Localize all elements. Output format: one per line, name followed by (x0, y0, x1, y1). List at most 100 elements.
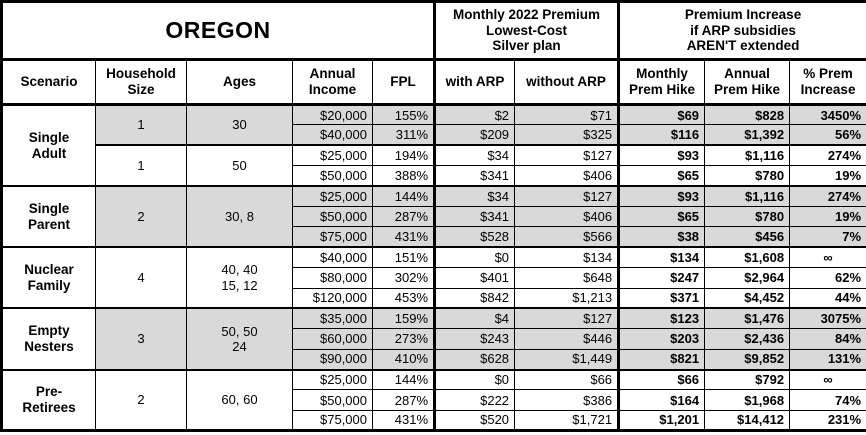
fpl-cell: 302% (371, 267, 436, 289)
with-arp-cell: $842 (433, 287, 516, 309)
annual-hike-cell: $9,852 (704, 348, 791, 371)
with-arp-cell: $209 (433, 124, 516, 146)
fpl-cell: 144% (371, 185, 436, 207)
fpl-cell: 287% (371, 205, 436, 228)
fpl-cell: 273% (371, 328, 436, 350)
monthly-hike-cell: $93 (617, 144, 706, 167)
monthly-hike-cell: $1,201 (617, 409, 706, 432)
income-cell: $50,000 (292, 165, 373, 187)
monthly-hike-cell: $123 (617, 307, 706, 330)
with-arp-cell: $243 (433, 328, 516, 350)
without-arp-cell: $325 (514, 124, 620, 146)
with-arp-cell: $2 (433, 103, 516, 126)
fpl-cell: 159% (371, 307, 436, 330)
annual-hike-cell: $2,964 (704, 267, 791, 289)
annual-hike-cell: $2,436 (704, 328, 791, 350)
col-header-with-arp: with ARP (433, 59, 516, 106)
fpl-cell: 144% (371, 368, 436, 391)
table-row: $90,000 410% $628 $1,449 $821 $9,852 131… (2, 348, 866, 371)
scenario-cell: Single Adult (1, 104, 96, 187)
income-cell: $40,000 (292, 124, 373, 146)
ages-cell: 30 (186, 104, 293, 146)
income-cell: $120,000 (292, 287, 373, 309)
annual-hike-cell: $1,392 (704, 124, 791, 146)
ages-cell: 50, 50 24 (186, 307, 293, 371)
scenario-cell: Empty Nesters (1, 307, 96, 371)
with-arp-cell: $528 (433, 226, 516, 248)
pct-increase-cell: 3450% (789, 103, 866, 126)
with-arp-cell: $341 (433, 165, 516, 187)
with-arp-cell: $222 (433, 389, 516, 411)
with-arp-cell: $0 (433, 368, 516, 391)
household-size-cell: 2 (95, 368, 187, 432)
income-cell: $20,000 (292, 103, 373, 126)
fpl-cell: 431% (371, 409, 436, 432)
premium-group-header: Monthly 2022 Premium Lowest-Cost Silver … (433, 1, 620, 61)
without-arp-cell: $648 (514, 267, 620, 289)
pct-increase-cell: 74% (789, 389, 866, 411)
income-cell: $50,000 (292, 205, 373, 228)
scenario-cell: Nuclear Family (1, 246, 96, 309)
scenario-cell: Pre- Retirees (1, 368, 96, 432)
pct-increase-cell: 44% (789, 287, 866, 309)
annual-hike-cell: $456 (704, 226, 791, 248)
monthly-hike-cell: $93 (617, 185, 706, 207)
without-arp-cell: $127 (514, 307, 620, 330)
household-size-cell: 2 (95, 185, 187, 248)
annual-hike-cell: $780 (704, 205, 791, 228)
col-header-without-arp: without ARP (514, 59, 620, 106)
income-cell: $75,000 (292, 226, 373, 248)
income-cell: $75,000 (292, 409, 373, 432)
state-title: OREGON (0, 1, 436, 61)
income-cell: $50,000 (292, 389, 373, 411)
income-cell: $90,000 (292, 348, 373, 371)
without-arp-cell: $127 (514, 185, 620, 207)
monthly-hike-cell: $164 (617, 389, 706, 411)
pct-increase-cell: 84% (789, 328, 866, 350)
pct-increase-cell: 131% (789, 348, 866, 371)
household-size-cell: 4 (95, 246, 187, 309)
annual-hike-cell: $828 (704, 103, 791, 126)
monthly-hike-cell: $371 (617, 287, 706, 309)
monthly-hike-cell: $134 (617, 246, 706, 269)
pct-increase-cell: 3075% (789, 307, 866, 330)
without-arp-cell: $1,449 (514, 348, 620, 371)
monthly-hike-cell: $116 (617, 124, 706, 146)
col-header-ages: Ages (186, 59, 293, 106)
table-row: $50,000 388% $341 $406 $65 $780 19% (2, 165, 866, 187)
fpl-cell: 453% (371, 287, 436, 309)
annual-hike-cell: $1,968 (704, 389, 791, 411)
without-arp-cell: $1,721 (514, 409, 620, 432)
with-arp-cell: $0 (433, 246, 516, 269)
income-cell: $25,000 (292, 144, 373, 167)
table-row: Nuclear Family 4 40, 40 15, 12 $40,000 1… (1, 246, 866, 309)
increase-group-header: Premium Increase if ARP subsidies AREN'T… (617, 1, 866, 61)
fpl-cell: 151% (371, 246, 436, 269)
table-row: $75,000 431% $520 $1,721 $1,201 $14,412 … (2, 409, 866, 432)
without-arp-cell: $71 (514, 103, 620, 126)
income-cell: $60,000 (292, 328, 373, 350)
ages-cell: 40, 40 15, 12 (186, 246, 293, 309)
table-row: $40,000 311% $209 $325 $116 $1,392 56% (2, 124, 866, 146)
fpl-cell: 410% (371, 348, 436, 371)
table-row: 1 50 $25,000 194% $34 $127 $93 $1,116 27… (2, 144, 866, 187)
table-row: $50,000 287% $341 $406 $65 $780 19% (2, 205, 866, 228)
income-cell: $25,000 (292, 368, 373, 391)
without-arp-cell: $446 (514, 328, 620, 350)
without-arp-cell: $406 (514, 165, 620, 187)
table-row: Single Parent 2 30, 8 $25,000 144% $34 $… (1, 185, 866, 248)
pct-increase-cell: 56% (789, 124, 866, 146)
with-arp-cell: $628 (433, 348, 516, 371)
col-header-annual-income: Annual Income (292, 59, 373, 106)
fpl-cell: 155% (371, 103, 436, 126)
ages-cell: 30, 8 (186, 185, 293, 248)
without-arp-cell: $134 (514, 246, 620, 269)
household-size-cell: 3 (95, 307, 187, 371)
annual-hike-cell: $4,452 (704, 287, 791, 309)
with-arp-cell: $401 (433, 267, 516, 289)
fpl-cell: 431% (371, 226, 436, 248)
pct-increase-cell: 274% (789, 144, 866, 167)
col-header-fpl: FPL (371, 59, 436, 106)
